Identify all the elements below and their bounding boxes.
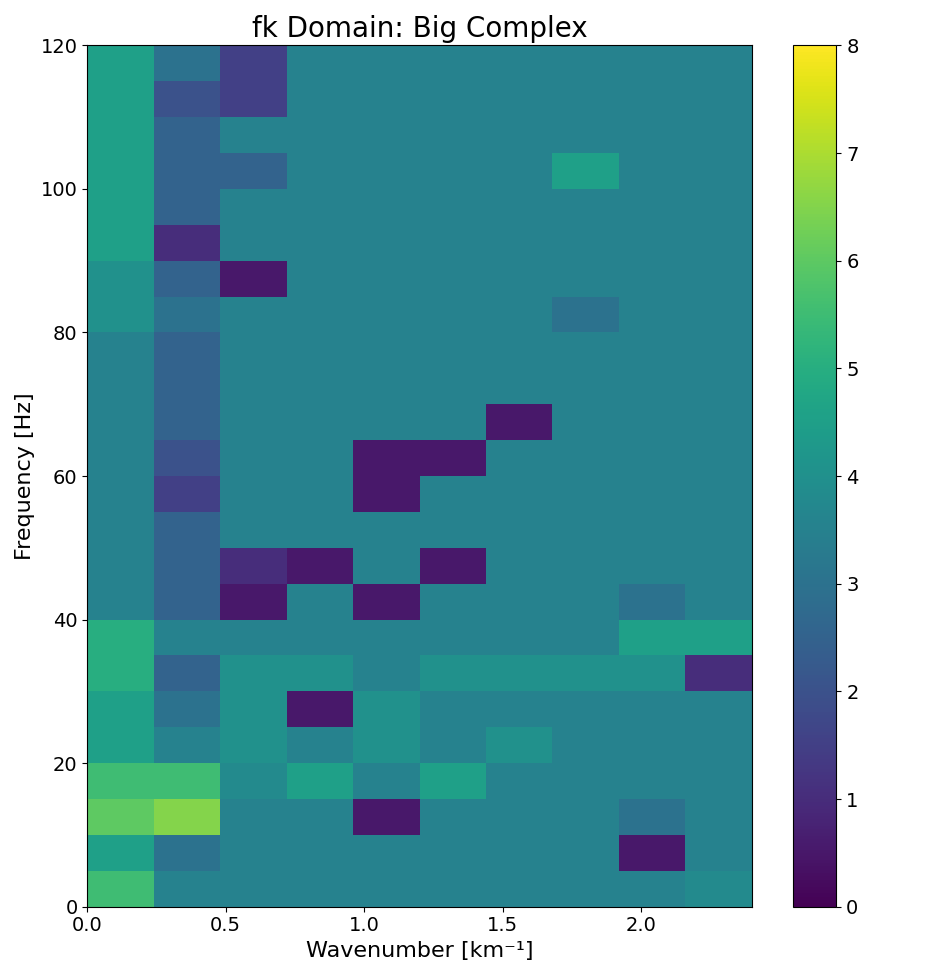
Title: fk Domain: Big Complex: fk Domain: Big Complex [252,15,588,43]
Y-axis label: Frequency [Hz]: Frequency [Hz] [15,392,35,560]
X-axis label: Wavenumber [km⁻¹]: Wavenumber [km⁻¹] [306,941,534,961]
